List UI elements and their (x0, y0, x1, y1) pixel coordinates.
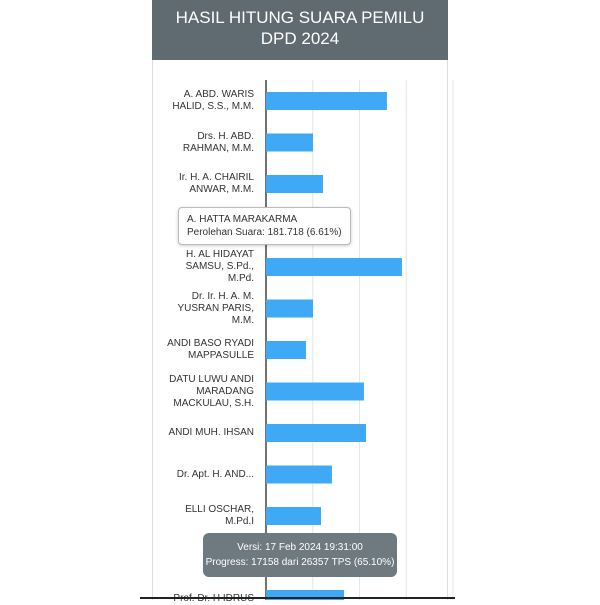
bar (266, 465, 332, 484)
bar (266, 590, 344, 600)
tooltip-title: A. HATTA MARAKARMA (187, 214, 298, 225)
bar (266, 175, 323, 193)
category-label: ANDI BASO RYADI MAPPASULLE (167, 338, 254, 361)
bar (266, 424, 366, 442)
bar (266, 341, 306, 359)
category-label: Dr. Ir. H. A. M. YUSRAN PARIS, M.M. (177, 290, 255, 326)
bar (266, 507, 321, 525)
category-label: ANDI MUH. IHSAN (168, 427, 254, 438)
bar (266, 133, 313, 152)
category-label: A. ABD. WARIS HALID, S.S., M.M. (172, 89, 254, 112)
version: Versi: 17 Feb 2024 19:31:00 (237, 542, 363, 553)
chart-card (152, 60, 448, 600)
category-label: ELLI OSCHAR, M.Pd.I (185, 504, 254, 527)
bar (266, 299, 313, 318)
bar (266, 258, 402, 276)
category-label: DATU LUWU ANDI MARADANG MACKULAU, S.H. (169, 373, 254, 409)
category-label: Drs. H. ABD. RAHMAN, M.M. (182, 130, 254, 154)
footer-status: Versi: 17 Feb 2024 19:31:00 Progress: 17… (203, 533, 397, 577)
bar (266, 382, 364, 401)
progress: Progress: 17158 dari 26357 TPS (65.10%) (205, 557, 395, 568)
tooltip-text: Perolehan Suara: 181.718 (6.61%) (187, 227, 342, 238)
category-label: Prof. Dr. H IDRUS (158, 593, 254, 605)
category-label: Ir. H. A. CHAIRIL ANWAR, M.M. (178, 172, 254, 195)
category-label: H. AL HIDAYAT SAMSU, S.Pd., M.Pd. (185, 249, 254, 284)
title-line: DPD 2024 (260, 29, 340, 48)
title-line: HASIL HITUNG SUARA PEMILU (175, 8, 425, 27)
header: HASIL HITUNG SUARA PEMILU DPD 2024 (152, 0, 448, 60)
bar (266, 92, 387, 110)
category-label: Dr. Apt. H. AND... (176, 468, 254, 480)
bottom-line (140, 597, 455, 599)
tooltip: A. HATTA MARAKARMA Perolehan Suara: 181.… (178, 207, 351, 245)
